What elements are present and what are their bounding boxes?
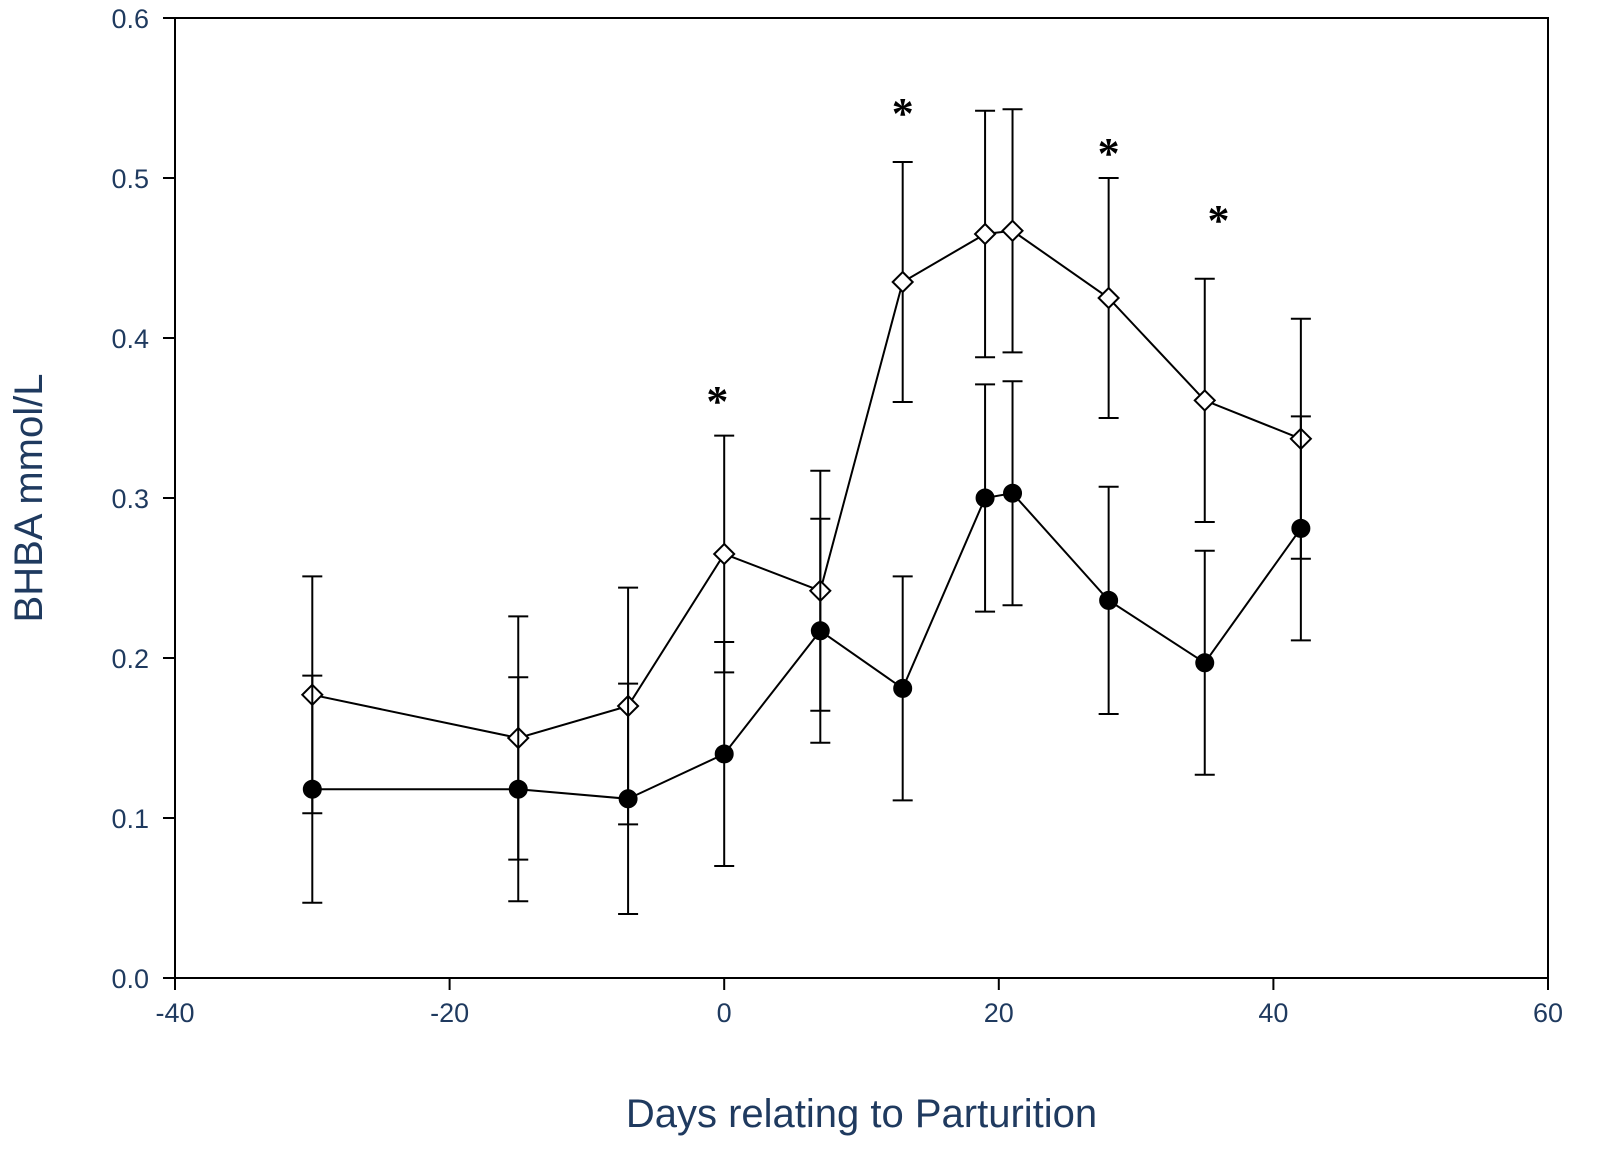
significance-marker: *: [1098, 129, 1120, 178]
data-point: [618, 789, 638, 809]
data-point: [1195, 653, 1215, 673]
data-point: [302, 779, 322, 799]
data-point: [508, 779, 528, 799]
data-point: [1291, 518, 1311, 538]
y-tick-label: 0.2: [111, 644, 149, 674]
data-point: [893, 678, 913, 698]
x-tick-label: 20: [984, 998, 1014, 1028]
x-tick-label: 0: [717, 998, 732, 1028]
y-tick-label: 0.0: [111, 964, 149, 994]
significance-marker: *: [1207, 196, 1229, 245]
ticks-layer: -40 -20 0 20 40 60 0.0 0.1 0.2 0.3 0.4 0.5 0.6: [111, 4, 1563, 1028]
data-point: [891, 270, 915, 294]
x-tick-label: -20: [430, 998, 469, 1028]
y-tick-label: 0.3: [111, 484, 149, 514]
data-point: [1003, 483, 1023, 503]
y-tick-label: 0.6: [111, 4, 149, 34]
y-tick-label: 0.4: [111, 324, 149, 354]
data-point: [1099, 590, 1119, 610]
annotation-layer: * * * *: [706, 89, 1229, 426]
data-point: [810, 621, 830, 641]
x-tick-label: -40: [155, 998, 194, 1028]
series-line: [312, 492, 1302, 800]
data-point: [1097, 286, 1121, 310]
x-tick-label: 60: [1533, 998, 1563, 1028]
data-point: [714, 744, 734, 764]
data-point: [1193, 388, 1217, 412]
y-tick-label: 0.5: [111, 164, 149, 194]
data-point: [712, 542, 736, 566]
plot-frame: [174, 17, 1549, 979]
x-axis-label: Days relating to Parturition: [626, 1092, 1097, 1136]
series-2: [302, 380, 1311, 915]
data-point: [973, 222, 997, 246]
y-tick-label: 0.1: [111, 804, 149, 834]
significance-marker: *: [892, 89, 914, 138]
y-axis-label: BHBA mmol/L: [7, 374, 51, 623]
series-line: [312, 229, 1302, 740]
series-layer: [300, 108, 1313, 915]
data-point: [975, 488, 995, 508]
data-point: [1001, 219, 1024, 243]
x-tick-label: 40: [1258, 998, 1288, 1028]
significance-marker: *: [706, 377, 728, 426]
series-1: [300, 108, 1313, 861]
